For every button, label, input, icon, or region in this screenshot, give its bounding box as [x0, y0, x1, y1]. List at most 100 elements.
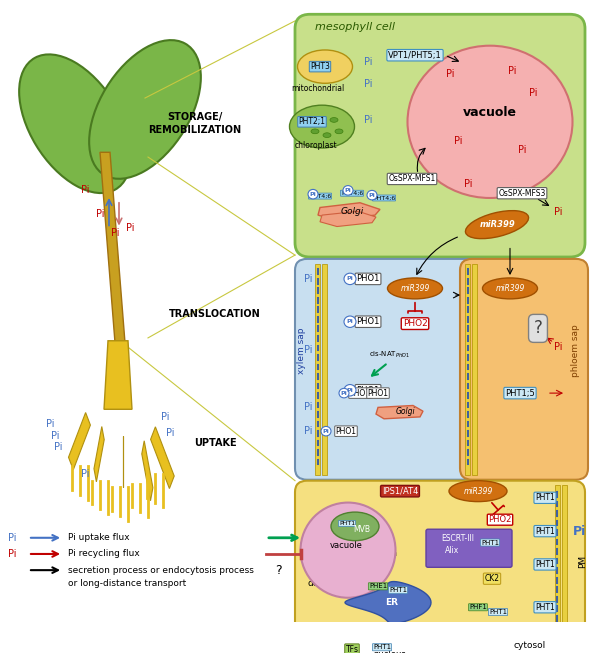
Bar — [555, 485, 560, 653]
Ellipse shape — [449, 481, 507, 502]
Text: PM: PM — [578, 555, 587, 568]
Text: PHO1: PHO1 — [356, 274, 380, 283]
Ellipse shape — [335, 129, 343, 134]
Ellipse shape — [330, 118, 338, 122]
Text: Pi: Pi — [364, 79, 372, 89]
Ellipse shape — [388, 278, 443, 299]
Text: Pi: Pi — [54, 442, 62, 453]
Ellipse shape — [331, 512, 379, 541]
Text: Pi: Pi — [304, 402, 312, 413]
FancyBboxPatch shape — [426, 529, 512, 567]
Text: MVB: MVB — [353, 525, 371, 534]
Text: cytosol: cytosol — [514, 641, 546, 650]
Text: vacuole: vacuole — [329, 541, 362, 550]
Text: Pi: Pi — [46, 419, 54, 428]
Text: positive regulation: positive regulation — [308, 534, 393, 542]
Ellipse shape — [89, 40, 201, 179]
Text: Alix: Alix — [445, 546, 459, 554]
Text: PHT4;6: PHT4;6 — [309, 193, 331, 199]
Text: PHT4;6: PHT4;6 — [341, 191, 363, 196]
Text: Pi: Pi — [81, 469, 89, 479]
Text: nucleus: nucleus — [374, 650, 406, 653]
Ellipse shape — [290, 105, 355, 148]
Text: Pi uptake flux: Pi uptake flux — [68, 534, 130, 542]
Text: mitochondrial: mitochondrial — [292, 84, 344, 93]
Ellipse shape — [407, 46, 572, 198]
Polygon shape — [68, 413, 91, 470]
FancyBboxPatch shape — [460, 259, 588, 480]
Text: Pi: Pi — [454, 136, 462, 146]
Polygon shape — [100, 152, 125, 343]
Text: PHT1: PHT1 — [373, 645, 391, 650]
Text: Pi: Pi — [161, 412, 169, 422]
Text: Pi: Pi — [8, 549, 17, 559]
Text: PHO1: PHO1 — [349, 389, 371, 398]
Bar — [465, 264, 470, 475]
Text: or long-distance transport: or long-distance transport — [68, 579, 186, 588]
Text: Pi: Pi — [446, 69, 454, 79]
Text: PHT1: PHT1 — [535, 603, 555, 612]
Text: Pi: Pi — [8, 533, 17, 543]
Text: vacuole: vacuole — [463, 106, 517, 119]
Text: ER: ER — [386, 598, 398, 607]
Circle shape — [344, 385, 356, 396]
Circle shape — [344, 316, 356, 327]
Text: ?: ? — [275, 564, 281, 577]
Text: PHT1: PHT1 — [535, 493, 555, 502]
Ellipse shape — [466, 211, 529, 238]
Text: negative regulation: negative regulation — [308, 549, 397, 558]
Text: phloem sap: phloem sap — [571, 324, 581, 377]
Text: PHE1: PHE1 — [369, 583, 387, 589]
Text: CK2: CK2 — [485, 574, 499, 583]
Text: Pi: Pi — [344, 188, 352, 193]
Text: VPT1/PHT5;1: VPT1/PHT5;1 — [388, 51, 442, 59]
Ellipse shape — [482, 278, 538, 299]
Text: Pi: Pi — [111, 228, 119, 238]
Text: Pi recycling flux: Pi recycling flux — [68, 549, 140, 558]
Polygon shape — [318, 202, 380, 220]
Text: miR399: miR399 — [480, 220, 516, 229]
Text: PHT1: PHT1 — [489, 609, 507, 615]
Text: Pi: Pi — [126, 223, 134, 233]
Circle shape — [339, 389, 349, 398]
Text: cis-NAT$_{PHO1}$: cis-NAT$_{PHO1}$ — [369, 350, 411, 360]
Polygon shape — [376, 406, 423, 419]
FancyBboxPatch shape — [295, 14, 585, 257]
Text: Pi: Pi — [304, 274, 312, 284]
Text: miR399: miR399 — [496, 284, 524, 293]
Text: PHT1: PHT1 — [481, 539, 499, 545]
Bar — [472, 264, 477, 475]
Text: PHO1: PHO1 — [367, 389, 389, 398]
Text: PHT1: PHT1 — [535, 560, 555, 569]
Ellipse shape — [323, 133, 331, 138]
Text: PHO1: PHO1 — [356, 317, 380, 326]
Polygon shape — [345, 582, 431, 624]
Text: chloroplast: chloroplast — [295, 141, 337, 150]
Text: Pi: Pi — [81, 185, 89, 195]
Ellipse shape — [306, 118, 314, 122]
Text: PHF1: PHF1 — [469, 604, 487, 611]
Circle shape — [344, 273, 356, 285]
FancyBboxPatch shape — [295, 259, 495, 480]
Text: STORAGE/
REMOBILIZATION: STORAGE/ REMOBILIZATION — [148, 112, 242, 135]
Text: PHO2: PHO2 — [403, 319, 427, 328]
Text: PHT4;6: PHT4;6 — [373, 195, 395, 200]
Text: Pi: Pi — [347, 276, 353, 281]
Circle shape — [343, 185, 353, 195]
Text: OsSPX-MFS3: OsSPX-MFS3 — [499, 189, 545, 198]
Text: Pi: Pi — [304, 345, 312, 355]
Text: UPTAKE: UPTAKE — [194, 438, 236, 447]
Circle shape — [308, 189, 318, 199]
Text: Pi: Pi — [304, 426, 312, 436]
Text: Pi: Pi — [529, 88, 537, 99]
Text: Pi: Pi — [51, 431, 59, 441]
Text: Pi: Pi — [554, 342, 562, 353]
Text: Pi: Pi — [347, 388, 353, 392]
Text: ESCRT-III: ESCRT-III — [442, 534, 475, 543]
Text: PHT1: PHT1 — [535, 526, 555, 535]
Text: PHT1: PHT1 — [339, 521, 355, 526]
Text: Pi: Pi — [554, 207, 562, 217]
Text: Pi: Pi — [518, 146, 526, 155]
Text: PHO1: PHO1 — [335, 426, 356, 436]
Polygon shape — [94, 426, 104, 482]
